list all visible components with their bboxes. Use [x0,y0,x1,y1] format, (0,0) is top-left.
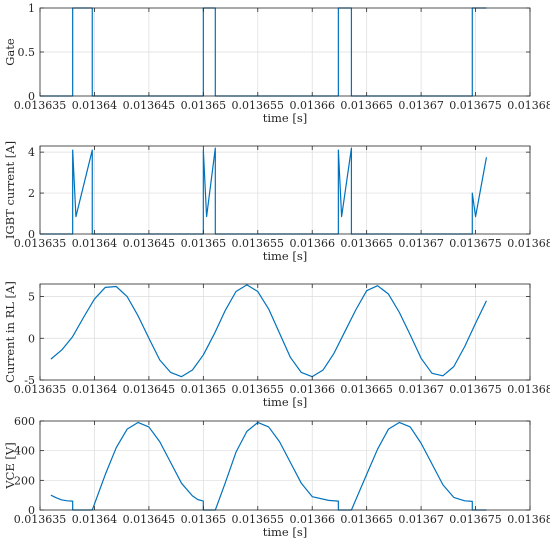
x-tick-label: 0.013655 [232,99,285,112]
x-tick-label: 0.013655 [232,237,285,250]
x-axis-label: time [s] [263,395,308,409]
x-tick-label: 0.01364 [72,513,118,526]
x-tick-label: 0.01365 [181,513,227,526]
series-line-1 [50,284,487,378]
x-tick-label: 0.013645 [123,513,176,526]
x-tick-label: 0.01367 [398,237,444,250]
y-tick-label: 2 [28,187,35,200]
x-tick-label: 0.013675 [449,513,502,526]
y-axis-label: IGBT current [A] [3,141,17,239]
x-tick-label: 0.013655 [232,513,285,526]
x-tick-label: 0.01367 [398,383,444,396]
y-tick-label: 400 [14,445,35,458]
x-tick-label: 0.01366 [289,99,335,112]
x-tick-label: 0.01368 [507,99,550,112]
x-tick-label: 0.013635 [14,383,67,396]
x-tick-label: 0.01365 [181,237,227,250]
y-tick-label: 600 [14,415,35,428]
y-tick-label: 4 [28,146,35,159]
x-tick-label: 0.01368 [507,513,550,526]
x-tick-label: 0.013645 [123,99,176,112]
axis-box [39,420,531,511]
x-tick-label: 0.013645 [123,383,176,396]
y-tick-label: 0 [28,332,35,345]
y-tick-label: 0.5 [18,46,36,59]
x-tick-label: 0.01368 [507,383,550,396]
x-tick-label: 0.013675 [449,99,502,112]
x-tick-label: 0.013635 [14,99,67,112]
x-tick-label: 0.01367 [398,99,444,112]
chart-panel-2: 0.013635 0.01364 0.013645 0.01365 0.013655 0.… [3,141,550,263]
axis-box [39,283,531,381]
y-axis-label: Gate [3,38,17,66]
x-tick-label: 0.013675 [449,237,502,250]
x-tick-label: 0.013635 [14,513,67,526]
y-tick-label: 0 [28,504,35,517]
x-tick-label: 0.013665 [340,99,393,112]
y-tick-label: 0 [28,90,35,103]
x-tick-label: 0.01366 [289,513,335,526]
x-tick-label: 0.01365 [181,99,227,112]
x-tick-label: 0.013665 [340,513,393,526]
y-tick-label: -5 [24,374,35,387]
series-line-1 [50,421,487,511]
x-tick-label: 0.01366 [289,237,335,250]
x-tick-label: 0.013645 [123,237,176,250]
y-axis-label: VCE [V] [3,442,17,489]
y-axis-label: Current in RL [A] [3,281,17,383]
chart-panel-4: 0.013635 0.01364 0.013645 0.01365 0.013655 0.… [3,415,550,539]
x-tick-label: 0.01364 [72,383,118,396]
x-tick-label: 0.013665 [340,383,393,396]
x-tick-label: 0.013665 [340,237,393,250]
x-tick-label: 0.01367 [398,513,444,526]
x-tick-label: 0.01365 [181,383,227,396]
x-tick-label: 0.013655 [232,383,285,396]
y-tick-label: 1 [28,2,35,15]
x-tick-label: 0.013675 [449,383,502,396]
axis-box [39,145,531,235]
y-tick-label: 200 [14,474,35,487]
chart-panel-1: 0.013635 0.01364 0.013645 0.01365 0.013655 0.… [3,2,550,125]
x-axis-label: time [s] [263,249,308,263]
x-tick-label: 0.01364 [72,99,118,112]
x-tick-label: 0.01366 [289,383,335,396]
y-tick-label: 0 [28,228,35,241]
x-tick-label: 0.01368 [507,237,550,250]
chart-panel-3: 0.013635 0.01364 0.013645 0.01365 0.013655 0.… [3,281,550,409]
y-tick-label: 5 [28,291,35,304]
x-tick-label: 0.013635 [14,237,67,250]
x-axis-label: time [s] [263,111,308,125]
x-axis-label: time [s] [263,525,308,539]
series-line-1 [40,147,488,235]
x-tick-label: 0.01364 [72,237,118,250]
